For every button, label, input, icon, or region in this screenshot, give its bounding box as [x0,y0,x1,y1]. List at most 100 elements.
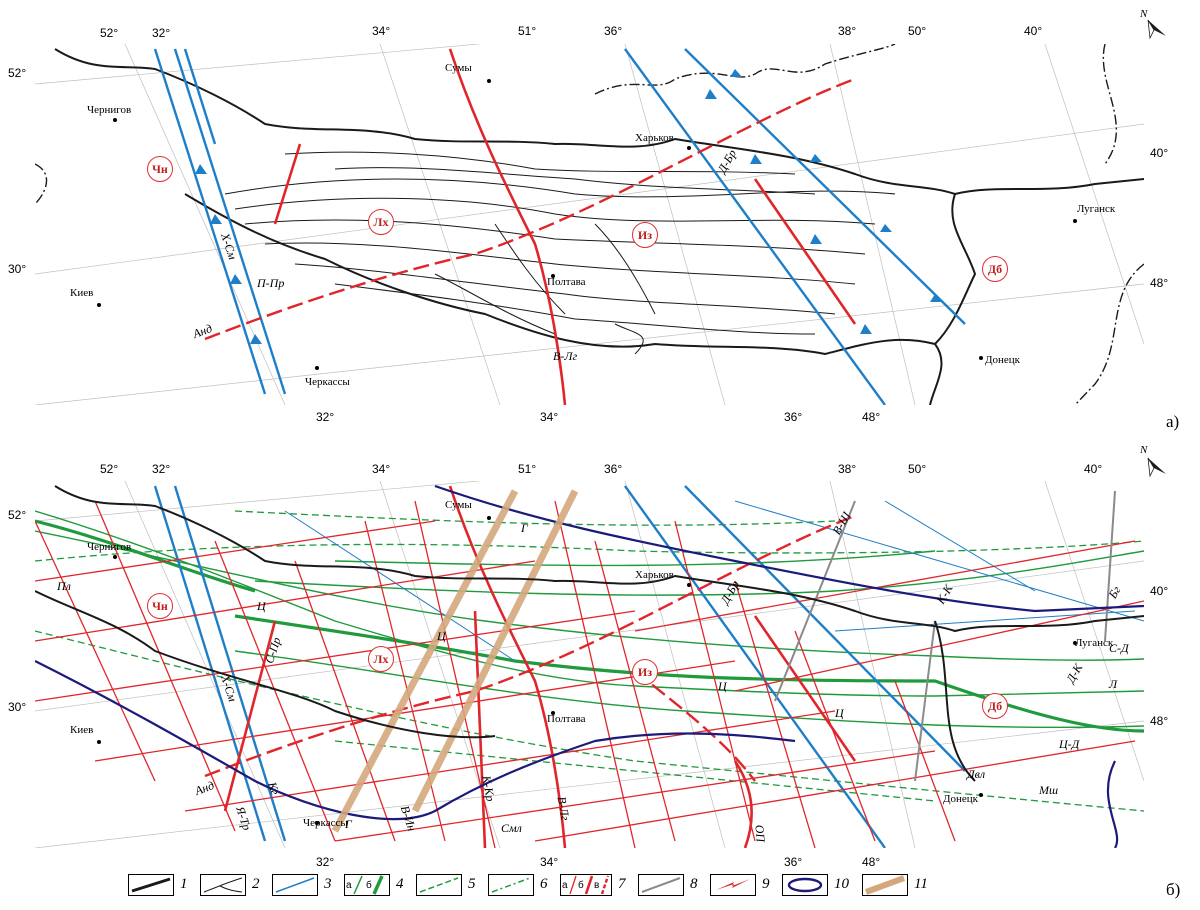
red-dashed-faults [204,514,856,782]
coord-label: 48° [862,410,881,424]
north-arrow-icon [1147,457,1166,478]
city-dot [487,516,491,520]
fault-label: ОП [752,824,768,843]
city-label: Черкассы [305,376,350,388]
city-label: Полтава [547,276,586,288]
coord-label: 40° [1150,146,1169,160]
city-dot [979,356,983,360]
legend-number: 8 [690,876,698,892]
legend-number: 4 [396,876,404,892]
city-label: Киев [70,287,94,299]
coord-label: 36° [784,855,803,869]
north-arrow-label: N [1140,444,1148,456]
fault-label: Двл [967,767,986,781]
coord-label: 48° [1150,714,1169,728]
north-arrow-icon [1147,19,1166,40]
legend-number: 7 [618,876,626,892]
legend-number: 9 [762,876,770,892]
fault-label: Ц [437,629,446,643]
fault-label: Ц [718,679,727,693]
legend-number: 1 [180,876,188,892]
red-main-faults [223,485,857,848]
navy-contours [35,484,1144,848]
blue-faults [153,48,966,405]
coord-label: 34° [540,855,559,869]
coord-label: 50° [908,462,927,476]
green-dashed-faults [35,510,1144,812]
fault-label: С-Д [1109,641,1129,655]
legend-symbol [710,874,756,896]
coord-label: 34° [372,24,391,38]
fault-label: Л [1109,677,1118,691]
depression-boundary [35,485,1144,782]
legend-symbol [560,874,612,896]
legend-symbol [200,874,246,896]
city-label: Сумы [445,62,472,74]
coord-label: 36° [604,24,623,38]
legend-sub: а [562,880,568,891]
city-dot [687,146,691,150]
green-main-faults [35,519,1144,733]
legend-number: 6 [540,876,548,892]
city-dot [551,274,555,278]
coord-label: 34° [540,410,559,424]
red-dashed-fault [204,77,856,341]
blue-fault-teeth [195,69,942,344]
legend-number: 5 [468,876,476,892]
coord-label: 32° [152,26,171,40]
city-label: Сумы [445,499,472,511]
legend-number: 10 [834,876,849,892]
legend-symbol [344,874,390,896]
coord-label: 40° [1084,462,1103,476]
region-marker: Чн [147,156,173,182]
coord-label: 30° [8,700,27,714]
city-dot [487,79,491,83]
region-marker: Из [632,659,658,685]
coord-label: 50° [908,24,927,38]
coord-label: 38° [838,24,857,38]
city-dot [113,118,117,122]
city-label: Донецк [985,354,1021,366]
fault-label: Мш [1039,783,1059,797]
grey-faults [774,490,1116,782]
fault-label: Г [521,521,528,535]
fault-label: Смл [501,821,522,835]
coord-label: 32° [316,410,335,424]
city-dot [551,711,555,715]
city-label: Чернигов [87,104,132,116]
coord-label: 36° [784,410,803,424]
region-marker: Дб [982,256,1008,282]
panel-label: б) [1166,880,1181,899]
legend-sub: б [366,880,372,891]
coord-label: 32° [316,855,335,869]
city-label: Донецк [943,793,979,805]
legend-symbol [862,874,908,896]
city-label: Луганск [1077,203,1116,215]
region-marker: Чн [147,593,173,619]
tan-zones [331,489,579,833]
legend-number: 3 [324,876,332,892]
legend-symbol [416,874,462,896]
green-faults [35,510,1144,729]
region-marker: Дб [982,693,1008,719]
city-dot [315,366,319,370]
fault-label: Ц [257,599,266,613]
map-a-canvas [35,44,1144,405]
city-label: Харьков [635,569,674,581]
legend-symbol [638,874,684,896]
city-dot [979,793,983,797]
legend-number: 11 [914,876,928,892]
legend-number: 2 [252,876,260,892]
coord-label: 38° [838,462,857,476]
coord-label: 52° [8,66,27,80]
fault-label: Г [345,817,352,831]
legend-sub: в [594,880,600,891]
city-label: Харьков [635,132,674,144]
city-dot [97,303,101,307]
city-label: Черкассы [303,817,348,829]
legend-symbol [782,874,828,896]
city-dot [113,555,117,559]
fault-label: П-Пр [257,276,285,290]
coord-label: 48° [862,855,881,869]
coord-label: 52° [100,462,119,476]
